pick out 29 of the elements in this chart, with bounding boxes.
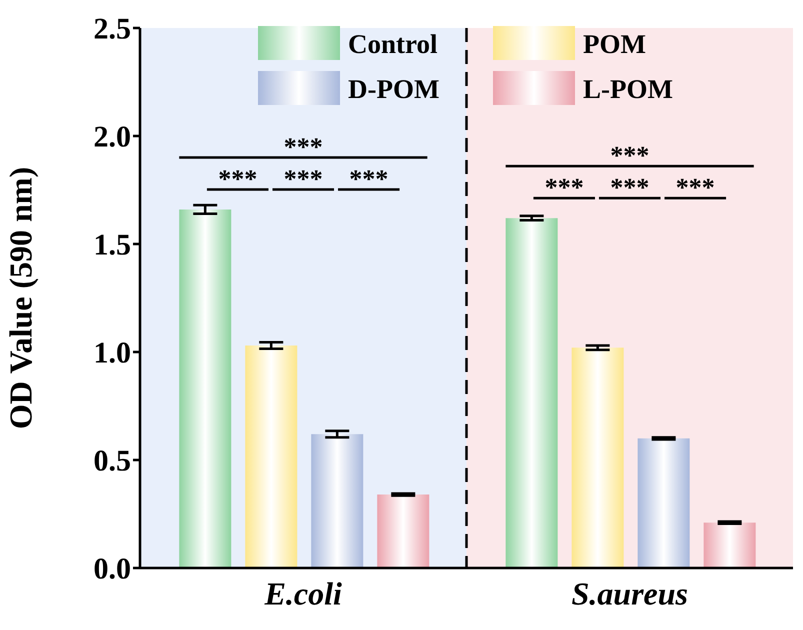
annotation: ***	[610, 173, 650, 202]
annotation: ***	[676, 173, 715, 202]
bar	[311, 434, 364, 568]
bar	[506, 218, 558, 568]
y-tick-label: 2.0	[94, 120, 131, 154]
y-tick-label: 2.5	[94, 12, 131, 46]
x-tick-label: S.aureus	[572, 576, 688, 612]
bar	[377, 494, 430, 568]
annotation: ***	[218, 164, 258, 194]
annotation: ***	[610, 141, 650, 170]
bar	[245, 346, 298, 568]
bar	[638, 438, 690, 568]
annotation: ***	[284, 164, 323, 194]
legend-label: Control	[348, 29, 438, 59]
legend-label: L-POM	[583, 74, 673, 104]
legend-label: POM	[583, 29, 646, 59]
y-tick-label: 0.0	[94, 552, 131, 586]
bar	[572, 348, 624, 568]
y-tick-label: 0.5	[94, 444, 131, 478]
y-axis-title: OD Value (590 nm)	[2, 166, 38, 430]
y-tick-label: 1.5	[94, 228, 131, 262]
annotation: ***	[284, 132, 323, 162]
legend-label: D-POM	[348, 74, 440, 104]
annotation: ***	[544, 173, 584, 202]
y-tick-label: 1.0	[94, 336, 131, 370]
annotation: ***	[349, 164, 388, 194]
bar	[179, 209, 232, 568]
bar	[704, 522, 756, 568]
x-tick-label: E.coli	[264, 576, 342, 612]
